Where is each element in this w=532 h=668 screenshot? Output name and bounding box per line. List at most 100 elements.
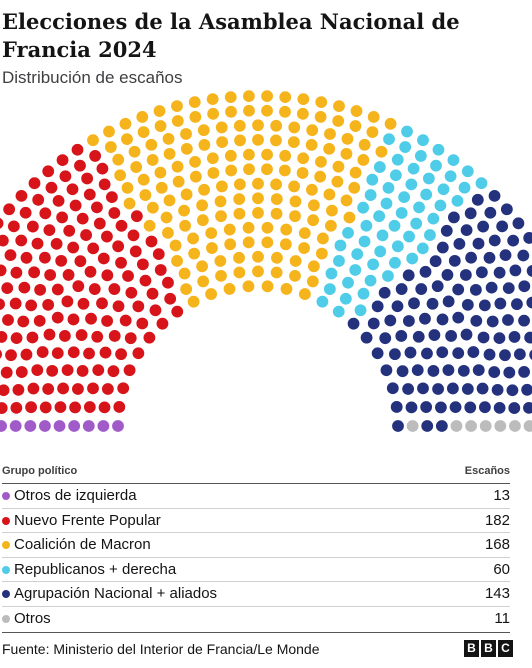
seat-dot (67, 313, 80, 326)
seat-dot (87, 134, 99, 147)
seat-dot (128, 145, 141, 158)
seat-dot (39, 251, 51, 264)
seat-dot (270, 266, 283, 279)
seat-dot (421, 347, 433, 360)
seat-dot (360, 331, 373, 344)
seat-dot (224, 238, 237, 251)
seat-dot (452, 283, 465, 296)
seat-dot (413, 201, 425, 214)
seat-dot (270, 207, 283, 220)
seat-dot (405, 401, 418, 414)
seat-dot (172, 175, 185, 188)
seat-dot (343, 211, 356, 224)
seat-dot (91, 330, 104, 343)
seat-dot (392, 420, 404, 432)
seat-dot (339, 292, 352, 305)
seat-dot (280, 223, 293, 236)
bbc-logo-letter: B (481, 640, 496, 657)
seat-dot (45, 181, 58, 194)
seat-dot (270, 178, 283, 191)
seat-dot (447, 154, 460, 166)
seat-dot (101, 230, 113, 243)
seat-dot (93, 217, 106, 230)
seat-dot (42, 165, 55, 178)
seat-dot (143, 331, 156, 344)
seat-dot (164, 292, 177, 305)
seat-dot (10, 401, 23, 414)
seat-dot (252, 177, 264, 190)
seat-dot (373, 161, 386, 173)
seat-dot (63, 224, 76, 237)
seat-dot (180, 188, 193, 201)
seat-dot (83, 401, 96, 413)
seat-dot (27, 382, 40, 395)
legend-label: Nuevo Frente Popular (14, 511, 161, 529)
seat-dot (518, 366, 530, 378)
seat-dot (494, 297, 507, 310)
seat-dot (261, 148, 273, 161)
seat-dot (69, 401, 81, 414)
seat-dot (419, 265, 432, 278)
seat-dot (0, 234, 9, 247)
seat-dot (112, 420, 124, 432)
seat-dot (445, 330, 458, 342)
seat-dot (187, 295, 200, 308)
seat-dot (207, 167, 220, 179)
seat-dot (464, 401, 477, 414)
seat-dot (72, 383, 84, 395)
seat-dot (271, 251, 283, 264)
seat-dot (24, 420, 37, 432)
seat-dot (76, 365, 89, 377)
seat-dot (465, 251, 477, 264)
seat-dot (499, 349, 511, 362)
seat-dot (407, 162, 420, 175)
seat-dot (450, 420, 463, 432)
seat-dot (198, 139, 211, 151)
seat-dot (451, 194, 464, 207)
seat-dot (61, 364, 74, 376)
seat-dot (43, 224, 56, 237)
seat-dot (15, 366, 28, 378)
seat-dot (154, 120, 167, 132)
seat-dot (163, 147, 176, 160)
seat-dot (42, 298, 55, 311)
seat-dot (215, 121, 228, 134)
seat-dot (19, 206, 32, 219)
seat-dot (333, 100, 345, 112)
seat-dot (107, 365, 120, 378)
seat-dot (136, 317, 149, 330)
chart-title: Elecciones de la Asamblea Nacional de Fr… (2, 9, 460, 62)
seat-dot (475, 177, 488, 190)
seat-dot (104, 141, 117, 153)
seat-dot (171, 305, 184, 318)
seat-dot (351, 248, 364, 261)
seat-dot (364, 189, 377, 201)
seat-dot (306, 275, 319, 288)
seat-dot (121, 133, 133, 146)
seat-dot (326, 204, 338, 217)
seat-dot (162, 226, 174, 239)
seat-dot (121, 181, 134, 194)
seat-dot (435, 420, 448, 432)
seat-dot (298, 288, 311, 300)
seat-dot (270, 193, 283, 205)
seat-dot (69, 199, 82, 212)
seat-dot (379, 332, 392, 345)
seat-dot (96, 162, 109, 175)
seat-dot (0, 298, 5, 310)
seat-dot (0, 264, 7, 277)
seat-dot (357, 201, 370, 214)
seat-dot (461, 383, 474, 395)
seat-dot (146, 287, 159, 300)
seat-dot (103, 125, 115, 138)
seat-dot (417, 382, 429, 395)
seat-dot (472, 364, 485, 376)
seat-dot (189, 170, 202, 183)
seat-dot (139, 189, 152, 201)
seat-dot (0, 366, 13, 379)
seat-dot (117, 382, 130, 395)
seat-dot (57, 382, 70, 395)
seat-dot (98, 178, 111, 191)
seat-dot (502, 282, 515, 295)
seat-dot (146, 154, 159, 166)
